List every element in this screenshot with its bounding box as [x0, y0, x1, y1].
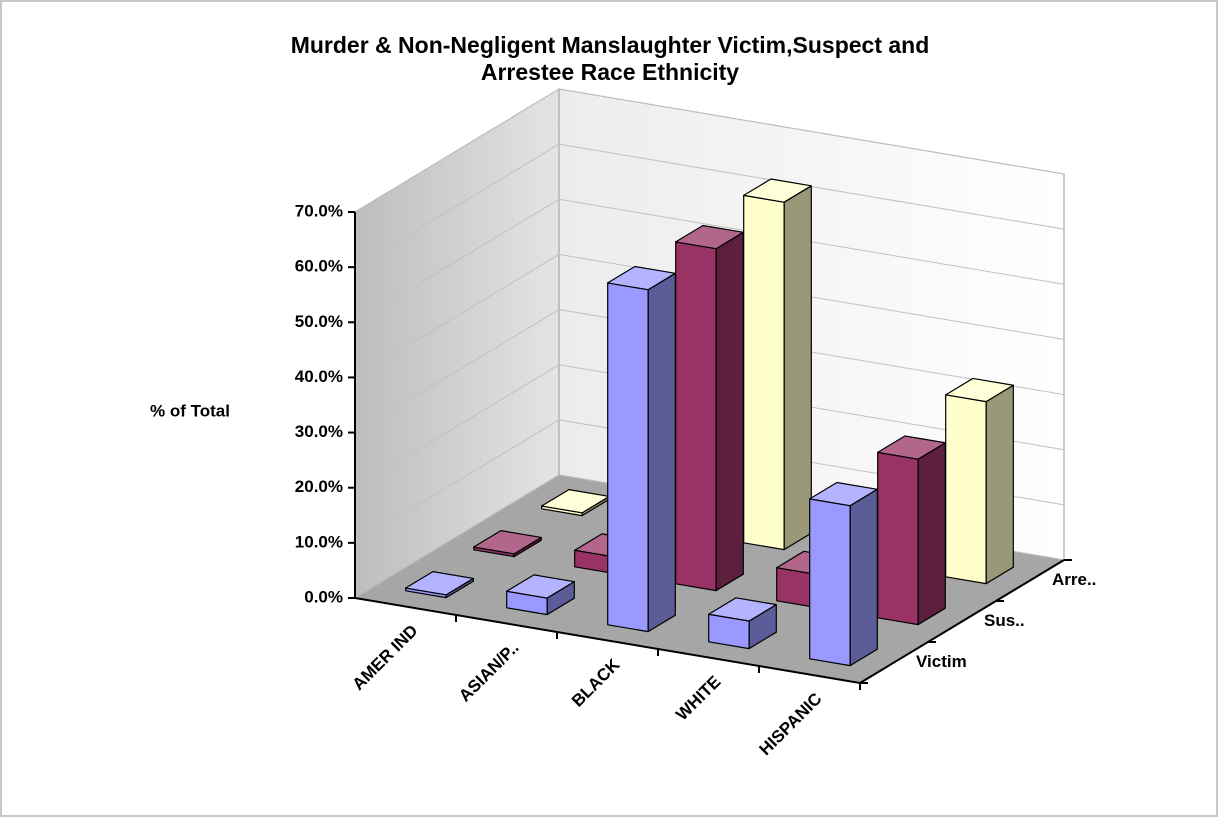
bar-side [917, 442, 946, 626]
x-tick-label: WHITE [672, 672, 724, 724]
bar-top [708, 597, 777, 622]
x-tick-label: AMER IND [349, 621, 422, 694]
bar-front [877, 451, 919, 626]
chart-title: Murder & Non-Negligent Manslaughter Vict… [290, 32, 930, 85]
bar [877, 435, 946, 626]
series-label: Sus.. [984, 611, 1025, 630]
bar-front [675, 241, 717, 592]
grid-line [354, 88, 1065, 213]
bar-top [877, 435, 946, 460]
y-tick-label: 10.0% [295, 532, 343, 551]
grid-line [354, 143, 1065, 268]
bar [607, 265, 676, 633]
bar-top [809, 481, 878, 507]
y-tick-label: 50.0% [295, 312, 343, 331]
bar-front [809, 498, 851, 667]
bar-front [743, 194, 785, 551]
series-label: Arre.. [1052, 570, 1096, 589]
y-tick-label: 70.0% [295, 201, 343, 220]
y-tick-label: 60.0% [295, 257, 343, 276]
bar-front [945, 394, 987, 585]
bar [541, 489, 610, 517]
series-label: Victim [916, 652, 967, 671]
x-axis [354, 597, 861, 684]
y-tick-label: 0.0% [304, 587, 343, 606]
bar [405, 571, 474, 599]
title-box: Murder & Non-Negligent Manslaughter Vict… [180, 32, 1040, 86]
x-tick-label: ASIAN/P.. [455, 638, 522, 705]
bar [945, 377, 1014, 585]
bar-top [405, 571, 474, 596]
bar-top [506, 574, 575, 599]
bar [809, 481, 878, 667]
bar-side [849, 488, 878, 667]
grid-line [354, 198, 1065, 323]
bar [473, 530, 542, 558]
y-tick-label: 20.0% [295, 477, 343, 496]
grid-line [354, 253, 1065, 378]
bar [708, 597, 777, 650]
x-tick-label: HISPANIC [756, 689, 826, 759]
x-tick-label: BLACK [568, 655, 624, 711]
grid-line [354, 364, 1065, 489]
bar [675, 224, 744, 592]
bar-side [985, 384, 1014, 585]
bar-top [473, 530, 542, 555]
y-tick-label: 30.0% [295, 422, 343, 441]
bar-side [647, 272, 676, 633]
depth-axis [859, 559, 1065, 684]
y-tick-label: 40.0% [295, 367, 343, 386]
bar-front [607, 282, 649, 633]
bar-side [783, 185, 812, 551]
bar-top [743, 178, 812, 203]
bar-top [675, 224, 744, 250]
bar-top [607, 265, 676, 291]
bar-side [715, 231, 744, 592]
bar [743, 178, 812, 551]
bar [506, 574, 575, 616]
y-axis-label: % of Total [150, 401, 230, 420]
bar-top [945, 377, 1014, 403]
grid-line [354, 309, 1065, 433]
